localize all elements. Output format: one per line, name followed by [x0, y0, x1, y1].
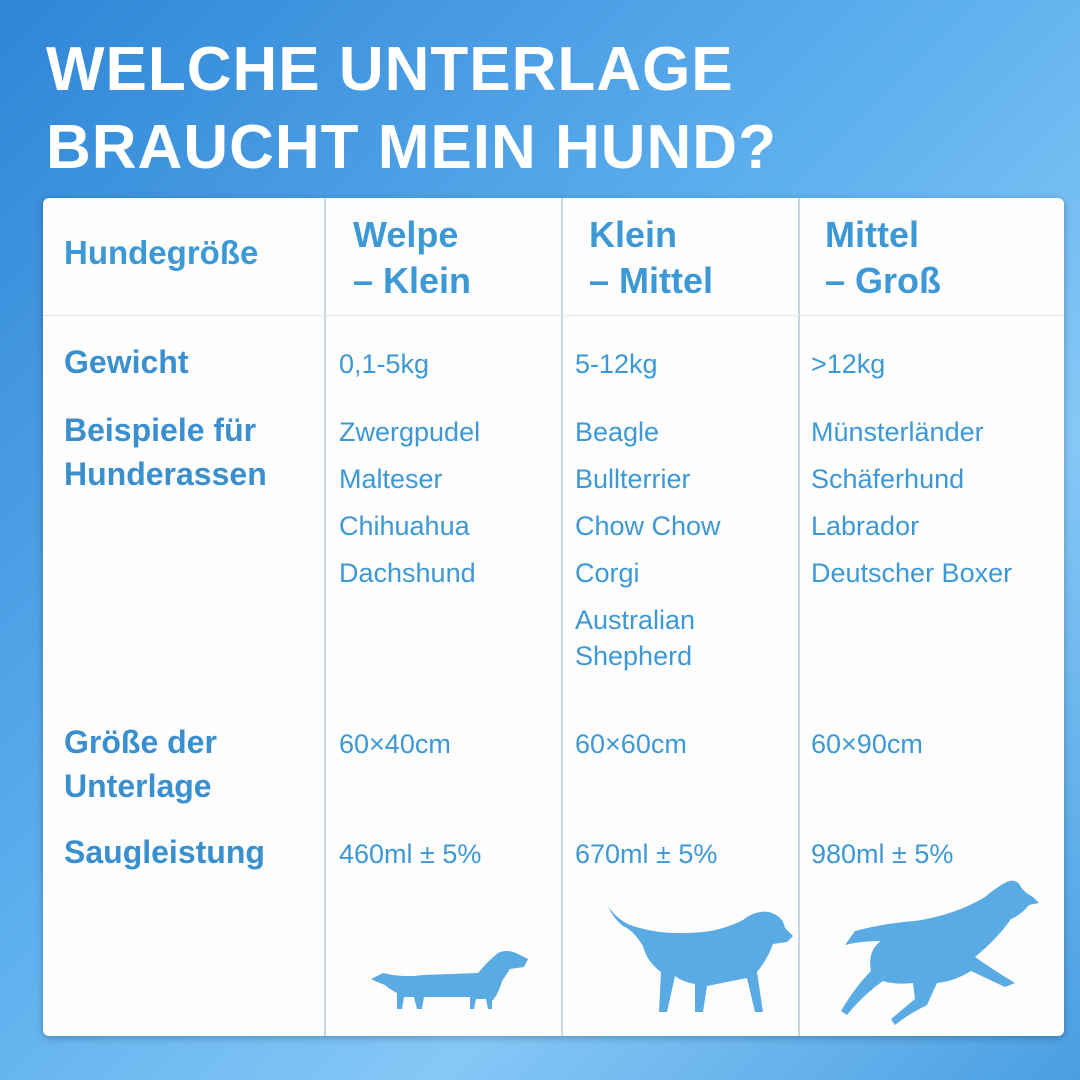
corner-header: Hundegröße [64, 234, 259, 271]
cell-value: 0,1-5kg [339, 349, 430, 379]
breed-name: Schäferhund [811, 464, 965, 494]
labrador [841, 880, 1039, 1025]
column-header: Welpe [353, 214, 459, 255]
cell-value: 60×40cm [339, 729, 451, 759]
cell-value: 60×90cm [811, 729, 923, 759]
dachshund [371, 951, 528, 1009]
breed-name: Chihuahua [339, 511, 470, 541]
breed-name: Corgi [575, 558, 640, 588]
cell-value: >12kg [811, 349, 886, 379]
breed-name: Beagle [575, 417, 660, 447]
column-header: – Groß [825, 260, 942, 301]
column-divider [798, 198, 800, 1036]
breed-name: Bullterrier [575, 464, 691, 494]
title-line: BRAUCHT MEIN HUND? [46, 113, 777, 182]
cell-value: 5-12kg [575, 349, 658, 379]
title-line: WELCHE UNTERLAGE [46, 35, 734, 104]
row-label: Gewicht [64, 344, 189, 380]
breed-name: Chow Chow [575, 511, 721, 541]
column-header: – Mittel [589, 260, 714, 301]
cell-value: 460ml ± 5% [339, 839, 482, 869]
breed-name: Labrador [811, 511, 920, 541]
column-header: Mittel [825, 214, 919, 255]
row-label: Saugleistung [64, 834, 265, 870]
column-header: Klein [589, 214, 678, 255]
breed-name: Münsterländer [811, 417, 984, 447]
row-label: Größe der [64, 724, 217, 760]
header-divider [43, 315, 1064, 316]
dog-illustrations [371, 880, 1039, 1025]
breed-name: Deutscher Boxer [811, 558, 1013, 588]
row-label: Unterlage [64, 768, 212, 804]
breed-name: Australian Shepherd [575, 605, 696, 671]
cell-value: 60×60cm [575, 729, 687, 759]
row-label: Beispiele für [64, 412, 257, 448]
cell-value: 980ml ± 5% [811, 839, 954, 869]
column-divider [561, 198, 563, 1036]
cell-value: 670ml ± 5% [575, 839, 718, 869]
column-header: – Klein [353, 260, 472, 301]
breed-name: Zwergpudel [339, 417, 481, 447]
breed-name: Dachshund [339, 558, 476, 588]
column-divider [324, 198, 326, 1036]
golden-retriever [608, 906, 793, 1012]
row-label: Hunderassen [64, 456, 267, 492]
breed-name: Malteser [339, 464, 443, 494]
table: Hundegröße Welpe – Klein Klein – Mittel Mitte… [43, 198, 1064, 1036]
